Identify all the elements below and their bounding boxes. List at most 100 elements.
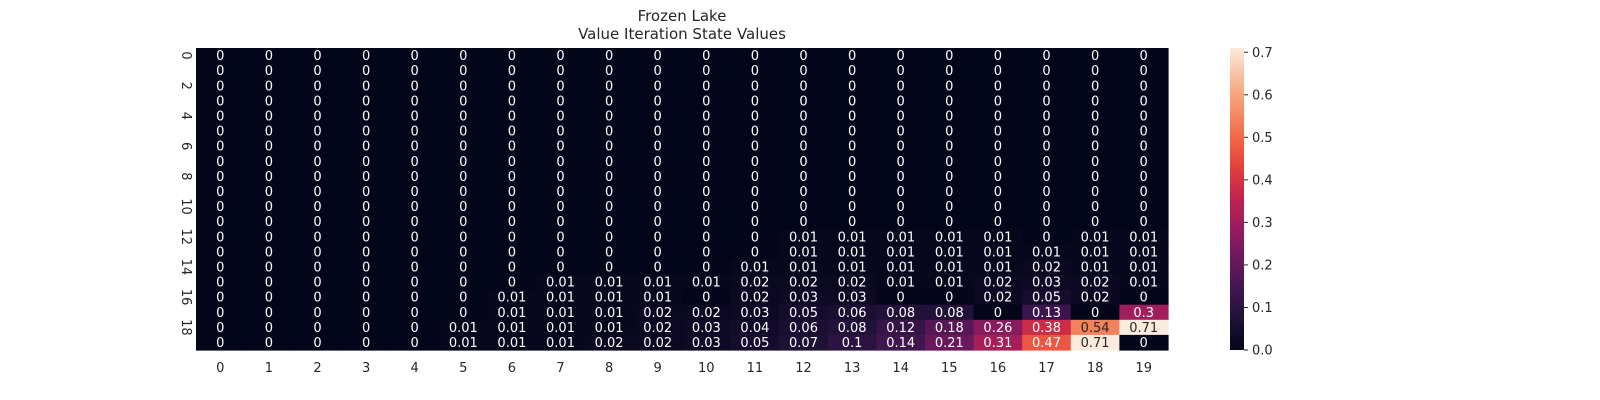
heatmap-cell — [390, 214, 440, 230]
colorbar-tick-label: 0.3 — [1252, 216, 1273, 231]
cell-value-label: 0 — [654, 215, 662, 230]
heatmap-cell — [925, 78, 975, 94]
y-tick-label: 8 — [178, 172, 193, 180]
heatmap-cell — [1070, 123, 1120, 140]
cell-value-label: 0 — [216, 140, 224, 155]
cell-value-label: 0 — [1140, 185, 1148, 200]
heatmap-cell — [341, 199, 391, 215]
heatmap-cell — [293, 334, 343, 351]
cell-value-label: 0 — [556, 215, 564, 230]
heatmap-cell — [390, 289, 440, 306]
heatmap-cell — [682, 274, 732, 291]
heatmap-cell — [633, 183, 683, 200]
heatmap-cell — [244, 123, 294, 140]
cell-value-label: 0 — [508, 276, 516, 291]
cell-value-label: 0 — [605, 49, 613, 64]
cell-value-label: 0 — [459, 306, 467, 321]
cell-value-label: 0 — [459, 260, 467, 275]
cell-value-label: 0 — [1140, 125, 1148, 140]
cell-value-label: 0 — [362, 185, 370, 200]
cell-value-label: 0 — [216, 215, 224, 230]
cell-value-label: 0.01 — [595, 306, 624, 321]
cell-value-label: 0.12 — [886, 321, 915, 336]
cell-value-label: 0 — [1140, 291, 1148, 306]
cell-value-label: 0 — [848, 200, 856, 215]
cell-value-label: 0 — [1091, 185, 1099, 200]
cell-value-label: 0 — [411, 49, 419, 64]
heatmap-cell — [1022, 108, 1072, 125]
cell-value-label: 0.13 — [1032, 306, 1061, 321]
cell-value-label: 0.03 — [740, 306, 769, 321]
heatmap-cell — [536, 183, 586, 200]
cell-value-label: 0 — [799, 155, 807, 170]
cell-value-label: 0 — [459, 170, 467, 185]
cell-value-label: 0 — [411, 79, 419, 94]
heatmap-cell — [439, 168, 489, 185]
heatmap-cell — [293, 289, 343, 306]
heatmap-cell — [390, 274, 440, 291]
cell-value-label: 0.02 — [1081, 276, 1110, 291]
heatmap-cell — [1070, 108, 1120, 125]
cell-value-label: 0 — [654, 125, 662, 140]
heatmap-cell — [584, 63, 634, 79]
heatmap-cell — [1070, 334, 1120, 351]
cell-value-label: 0 — [313, 276, 321, 291]
cell-value-label: 0 — [313, 215, 321, 230]
heatmap-cell — [876, 214, 926, 230]
cell-value-label: 0.08 — [838, 321, 867, 336]
heatmap-cell — [1119, 334, 1169, 351]
heatmap-cell — [244, 229, 294, 245]
cell-value-label: 0 — [897, 79, 905, 94]
heatmap-cell — [293, 93, 343, 109]
cell-value-label: 0 — [459, 79, 467, 94]
cell-value-label: 0.71 — [1129, 321, 1158, 336]
heatmap-cell — [973, 123, 1023, 140]
heatmap-cell — [536, 274, 586, 291]
heatmap-cell — [390, 319, 440, 336]
heatmap-cell — [536, 214, 586, 230]
heatmap-cell — [1070, 138, 1120, 155]
cell-value-label: 0.01 — [935, 276, 964, 291]
heatmap-cell — [730, 183, 780, 200]
heatmap-cell — [633, 78, 683, 94]
heatmap-cell — [827, 183, 877, 200]
cell-value-label: 0 — [216, 336, 224, 351]
cell-value-label: 0 — [556, 140, 564, 155]
heatmap-cell — [682, 63, 732, 79]
y-tick-label: 12 — [178, 228, 193, 245]
cell-value-label: 0 — [1042, 215, 1050, 230]
cell-value-label: 0 — [799, 109, 807, 124]
y-tick-label: 4 — [178, 112, 193, 120]
heatmap-cell — [779, 168, 829, 185]
cell-value-label: 0.02 — [1032, 260, 1061, 275]
cell-value-label: 0 — [362, 49, 370, 64]
cell-value-label: 0 — [556, 185, 564, 200]
cell-value-label: 0 — [411, 109, 419, 124]
cell-value-label: 0 — [459, 215, 467, 230]
heatmap-cell — [390, 229, 440, 245]
heatmap-cell — [779, 63, 829, 79]
cell-value-label: 0 — [1091, 49, 1099, 64]
heatmap-cell — [973, 244, 1023, 260]
cell-value-label: 0 — [313, 170, 321, 185]
cell-value-label: 0 — [313, 306, 321, 321]
heatmap-cell — [925, 123, 975, 140]
cell-value-label: 0 — [848, 49, 856, 64]
cell-value-label: 0 — [313, 291, 321, 306]
cell-value-label: 0 — [216, 306, 224, 321]
cell-value-label: 0 — [994, 215, 1002, 230]
cell-value-label: 0.02 — [983, 276, 1012, 291]
heatmap-cell — [1119, 274, 1169, 291]
cell-value-label: 0 — [751, 94, 759, 109]
cell-value-label: 0 — [508, 140, 516, 155]
heatmap-cell — [682, 259, 732, 276]
heatmap-cell — [876, 108, 926, 125]
cell-value-label: 0 — [362, 260, 370, 275]
cell-value-label: 0 — [362, 155, 370, 170]
heatmap-cell — [1070, 289, 1120, 306]
cell-value-label: 0.01 — [789, 230, 818, 245]
cell-value-label: 0 — [605, 125, 613, 140]
cell-value-label: 0.1 — [842, 336, 863, 351]
cell-value-label: 0 — [897, 155, 905, 170]
heatmap-cell — [1119, 183, 1169, 200]
